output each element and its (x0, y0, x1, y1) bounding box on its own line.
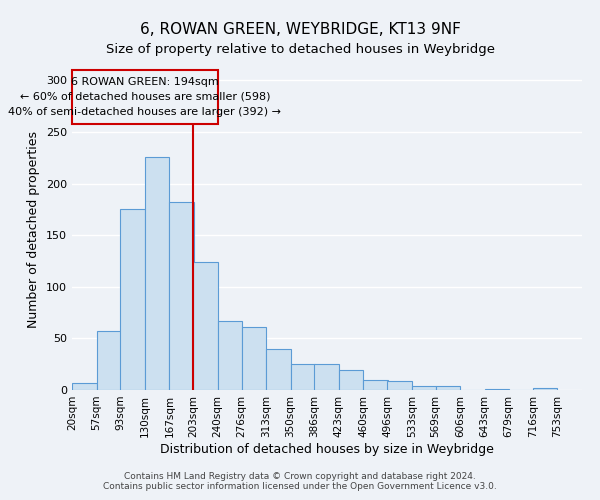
Y-axis label: Number of detached properties: Number of detached properties (28, 132, 40, 328)
Bar (436, 386, 460, 390)
Text: Size of property relative to detached houses in Weybridge: Size of property relative to detached ho… (106, 42, 494, 56)
Bar (121, 210, 145, 390)
Bar (218, 321, 242, 390)
Bar (412, 386, 436, 390)
Bar (242, 327, 266, 390)
Bar (97, 331, 121, 390)
Bar (169, 202, 194, 390)
Bar (72, 383, 97, 390)
Bar (193, 262, 218, 390)
Text: Contains public sector information licensed under the Open Government Licence v3: Contains public sector information licen… (103, 482, 497, 491)
Bar (290, 364, 315, 390)
Bar (314, 364, 339, 390)
Bar (145, 156, 169, 390)
X-axis label: Distribution of detached houses by size in Weybridge: Distribution of detached houses by size … (160, 442, 494, 456)
Bar (266, 348, 290, 390)
Bar (485, 389, 509, 390)
Text: 6, ROWAN GREEN, WEYBRIDGE, KT13 9NF: 6, ROWAN GREEN, WEYBRIDGE, KT13 9NF (140, 22, 460, 38)
Text: Contains HM Land Registry data © Crown copyright and database right 2024.: Contains HM Land Registry data © Crown c… (124, 472, 476, 481)
Bar (387, 380, 412, 390)
Bar (533, 388, 557, 390)
FancyBboxPatch shape (72, 70, 218, 124)
Text: 6 ROWAN GREEN: 194sqm
← 60% of detached houses are smaller (598)
40% of semi-det: 6 ROWAN GREEN: 194sqm ← 60% of detached … (8, 77, 281, 116)
Bar (339, 370, 364, 390)
Bar (364, 380, 388, 390)
